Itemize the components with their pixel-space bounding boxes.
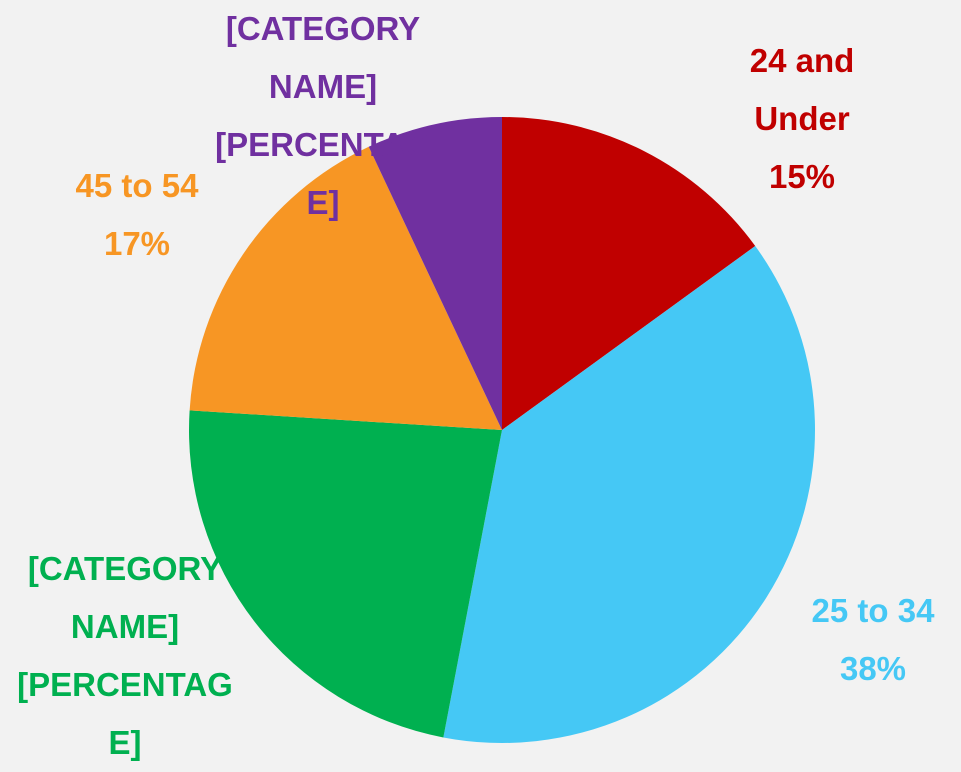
- category-label: 25 to 34: [811, 592, 935, 629]
- value-label: 38%: [839, 650, 907, 687]
- data-label: 45 to 54 17%: [37, 157, 237, 273]
- pie-slice: [188, 410, 503, 738]
- pie-slice: [189, 146, 503, 431]
- pie-slice: [443, 246, 815, 744]
- value-label: [PERCENTAGE]: [17, 666, 233, 761]
- value-label: 17%: [103, 225, 171, 262]
- pie-slice: [502, 117, 756, 430]
- category-label: [CATEGORY NAME]: [225, 10, 421, 105]
- data-label: 25 to 34 38%: [773, 582, 961, 698]
- category-label: [CATEGORY NAME]: [27, 550, 223, 645]
- data-label: [CATEGORY NAME] [PERCENTAGE]: [206, 0, 441, 232]
- data-label: [CATEGORY NAME] [PERCENTAGE]: [10, 540, 240, 772]
- data-label: 24 and Under 15%: [727, 32, 877, 206]
- category-label: 24 and Under: [749, 42, 855, 137]
- value-label: [PERCENTAGE]: [215, 126, 431, 221]
- category-label: 45 to 54: [75, 167, 199, 204]
- value-label: 15%: [768, 158, 836, 195]
- pie-slice: [368, 117, 502, 430]
